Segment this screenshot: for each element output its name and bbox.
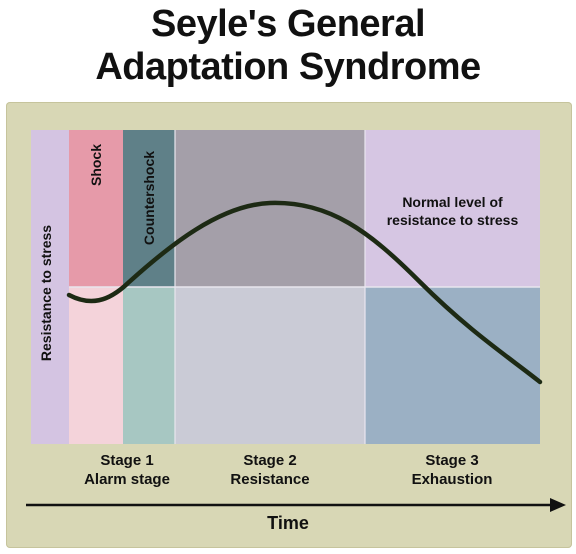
time-label: Time — [267, 513, 309, 533]
stage-2-name: Resistance — [230, 471, 310, 488]
normal-level-label: Normal level of resistance to stress — [365, 193, 540, 229]
countershock-region-top — [123, 130, 175, 287]
countershock-label: Countershock — [141, 150, 157, 246]
stage-1-label: Stage 1 Alarm stage — [62, 451, 192, 489]
resistance-curve — [66, 200, 543, 385]
shock-label: Shock — [88, 144, 104, 187]
resistance-region-top — [175, 130, 365, 287]
y-axis-label: Resistance to stress — [38, 224, 54, 362]
time-arrow-head — [550, 498, 566, 512]
shock-region-top — [69, 130, 123, 287]
stage-1-number: Stage 1 — [100, 452, 154, 469]
normal-level-line-1: Normal level of — [402, 194, 503, 210]
stage-3-number: Stage 3 — [425, 452, 479, 469]
shock-region-bottom — [69, 287, 123, 444]
stage-2-label: Stage 2 Resistance — [205, 451, 335, 489]
title-line-2: Adaptation Syndrome — [95, 46, 481, 88]
yaxis-band — [31, 130, 69, 444]
title-line-1: Seyle's General — [150, 3, 426, 45]
stage-2-number: Stage 2 — [243, 452, 297, 469]
stage-3-name: Exhaustion — [411, 471, 493, 488]
countershock-region-bottom — [123, 287, 175, 444]
resistance-region-bottom — [175, 287, 365, 444]
exhaustion-region-top — [365, 130, 540, 287]
normal-level-line-2: resistance to stress — [386, 212, 519, 228]
stage-1-name: Alarm stage — [84, 471, 170, 488]
stage-3-label: Stage 3 Exhaustion — [387, 451, 517, 489]
